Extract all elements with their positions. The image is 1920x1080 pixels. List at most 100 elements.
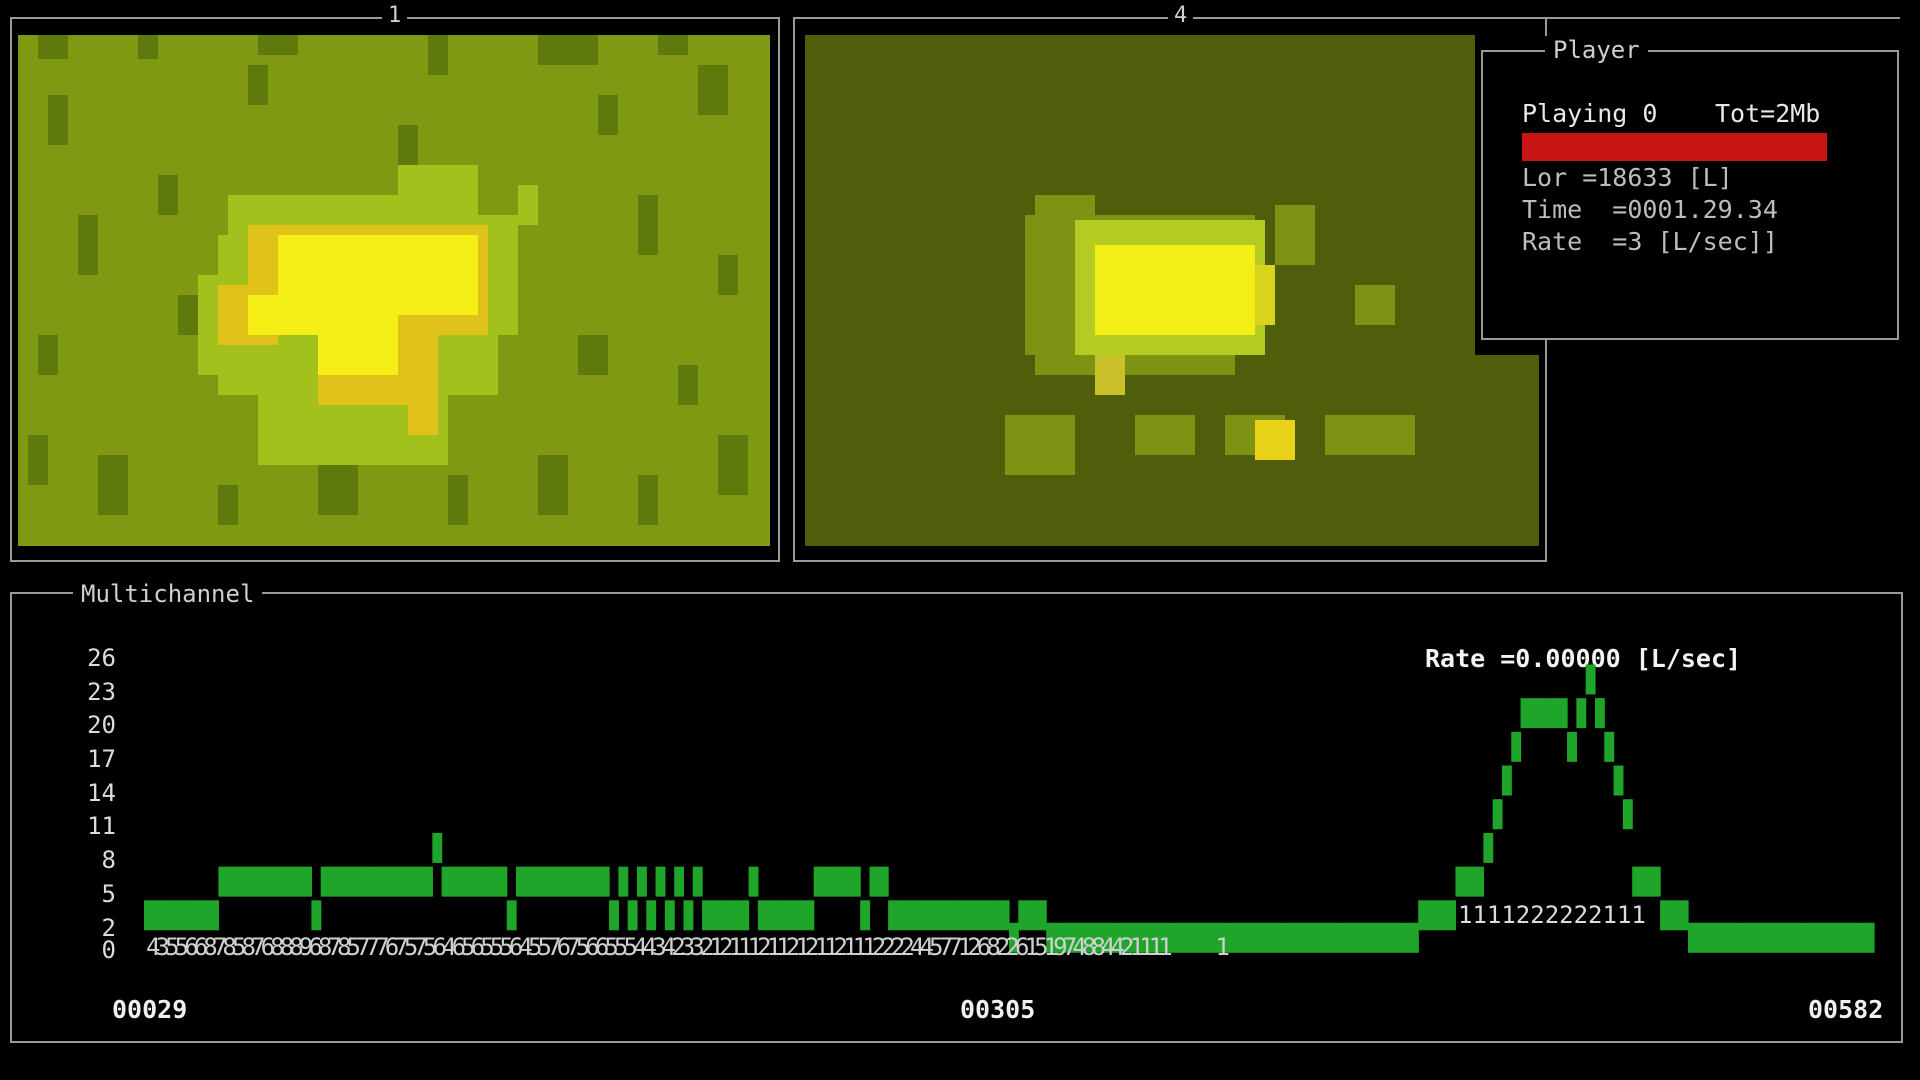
chart-bar <box>1678 900 1689 931</box>
chart-bar <box>525 866 536 897</box>
chart-bar <box>1771 922 1782 953</box>
chart-bar <box>506 900 517 931</box>
chart-bar <box>869 866 880 897</box>
chart-bar <box>1594 698 1605 729</box>
chart-bar <box>1036 900 1047 931</box>
chart-bar <box>460 866 471 897</box>
cam1-green-block <box>518 185 538 225</box>
chart-bar <box>488 866 499 897</box>
chart-bar <box>385 866 396 897</box>
chart-bar <box>1641 866 1652 897</box>
chart-bar <box>832 866 843 897</box>
cam1-dark-block <box>218 485 238 525</box>
chart-bar <box>330 866 340 897</box>
chart-bar <box>199 900 210 931</box>
chart-bar <box>1213 922 1224 953</box>
chart-bar <box>1753 922 1763 953</box>
chart-bar <box>246 866 257 897</box>
chart-bar <box>534 866 545 897</box>
player-total: Tot=2Mb <box>1715 99 1821 128</box>
chart-bar <box>795 900 805 931</box>
chart-bar <box>190 900 201 931</box>
cam4-yellow-core <box>1095 245 1255 335</box>
player-panel <box>1481 50 1899 340</box>
cam4-edge-block <box>1255 265 1275 325</box>
cam4-spot-block <box>1095 355 1125 395</box>
chart-bar <box>767 900 778 931</box>
cam4-spot-block <box>1255 420 1295 460</box>
chart-bar <box>1864 922 1875 953</box>
chart-bar <box>934 900 945 931</box>
chart-bar <box>1539 698 1550 729</box>
cam1-dark-block <box>698 65 728 115</box>
chart-bar <box>850 866 861 897</box>
chart-bar <box>1808 922 1819 953</box>
chart-bar <box>1697 922 1708 953</box>
chart-bar <box>888 900 898 931</box>
player-rate: Rate =3 [L/sec]] <box>1522 227 1778 256</box>
chart-bar <box>1074 922 1085 953</box>
cam1-dark-block <box>38 335 58 375</box>
chart-bar <box>1102 922 1112 953</box>
chart-bar <box>990 900 1001 931</box>
chart-bar <box>1604 731 1615 762</box>
chart-bar <box>1734 922 1745 953</box>
chart-bar <box>1390 922 1401 953</box>
chart-bar <box>1799 922 1810 953</box>
chart-bar <box>1027 900 1038 931</box>
chart-bar <box>1790 922 1801 953</box>
chart-bar <box>1381 922 1391 953</box>
cam1-dark-block <box>448 475 468 525</box>
chart-bar <box>1288 922 1298 953</box>
y-tick-label: 20 <box>87 711 116 740</box>
camera-panel-1-title: 1 <box>382 4 408 28</box>
chart-bar <box>1464 866 1475 897</box>
cam1-dark-block <box>178 295 198 335</box>
cam1-dark-block <box>718 255 738 295</box>
chart-bar <box>1408 922 1419 953</box>
chart-bar <box>441 866 452 897</box>
chart-bar <box>1855 922 1866 953</box>
chart-bar <box>1427 900 1438 931</box>
cam1-dark-block <box>638 195 658 255</box>
chart-bar <box>1548 698 1559 729</box>
chart-bar <box>1269 922 1280 953</box>
y-tick-label: 26 <box>87 644 116 672</box>
chart-bar <box>1157 922 1168 953</box>
chart-bar <box>1725 922 1736 953</box>
chart-bar <box>1827 922 1838 953</box>
chart-bar <box>776 900 787 931</box>
chart-bar <box>153 900 164 931</box>
chart-bar <box>1018 900 1029 931</box>
chart-bar <box>1139 922 1150 953</box>
chart-bar <box>627 900 638 931</box>
chart-bar <box>1222 922 1233 953</box>
chart-bar <box>255 866 266 897</box>
chart-bar <box>1241 922 1252 953</box>
cam1-dark-block <box>158 175 178 215</box>
chart-bar <box>218 866 229 897</box>
chart-bar <box>1501 765 1512 796</box>
chart-bar <box>925 900 936 931</box>
chart-bar <box>748 866 759 897</box>
chart-bar <box>562 866 573 897</box>
multichannel-rate: Rate =0.00000 [L/sec] <box>1425 644 1742 673</box>
chart-bar <box>1092 922 1103 953</box>
chart-bar <box>841 866 852 897</box>
chart-bar <box>1278 922 1289 953</box>
chart-bar <box>655 866 666 897</box>
chart-bar <box>757 900 768 931</box>
cam1-dark-block <box>578 335 608 375</box>
chart-bar <box>1418 900 1429 931</box>
camera-view-1 <box>18 35 770 546</box>
chart-bar <box>1632 866 1643 897</box>
chart-bar <box>1334 922 1345 953</box>
player-progress-fill <box>1522 133 1827 161</box>
chart-bar <box>376 866 387 897</box>
chart-bar <box>953 900 964 931</box>
chart-bar <box>943 900 954 931</box>
chart-bar <box>357 866 368 897</box>
chart-bar <box>1343 922 1354 953</box>
chart-bar <box>915 900 926 931</box>
